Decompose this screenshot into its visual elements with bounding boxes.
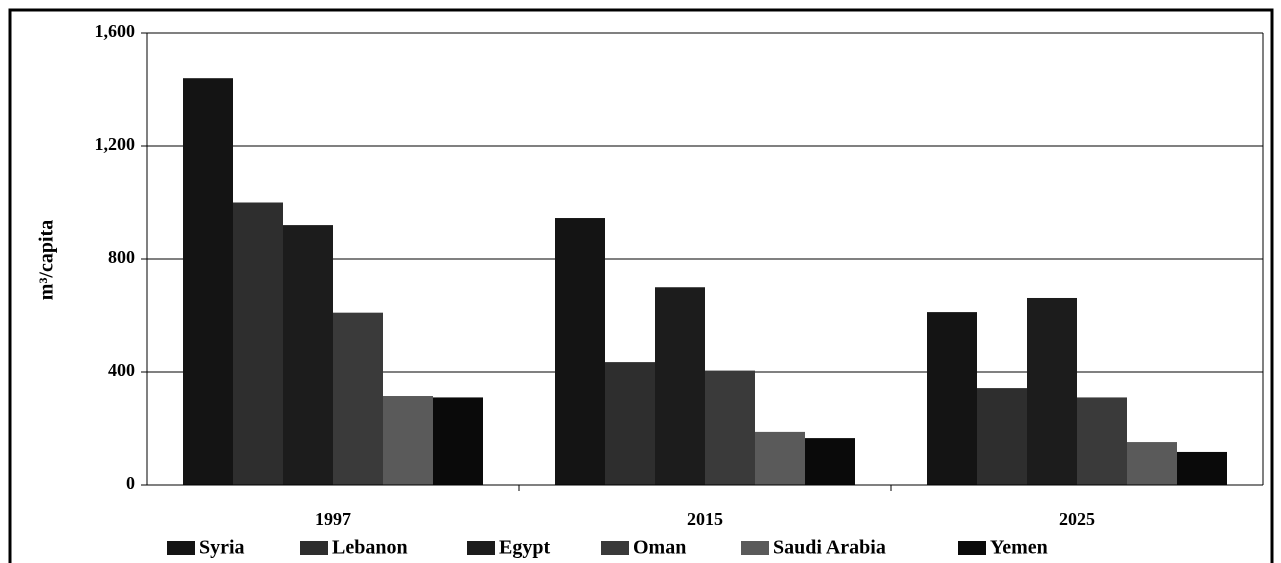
y-tick-label: 400: [108, 360, 135, 380]
x-tick-label: 1997: [315, 509, 351, 529]
bar: [805, 438, 855, 485]
chart: m³/capita 0 400 800 1,200 1,600 1997 2015 2025 S…: [0, 0, 1281, 563]
bar: [655, 287, 705, 485]
bar: [555, 218, 605, 485]
legend-label: Yemen: [990, 537, 1048, 559]
y-tick-label: 1,600: [95, 21, 136, 41]
page: {"chart_data": {"type": "bar", "y_label"…: [0, 0, 1281, 563]
x-tick-label: 2015: [687, 509, 723, 529]
legend-swatch: [467, 541, 495, 555]
bar: [433, 397, 483, 485]
legend-label: Syria: [199, 537, 245, 559]
y-tick-label: 0: [126, 473, 135, 493]
x-tick-label: 2025: [1059, 509, 1095, 529]
bar: [977, 388, 1027, 485]
bar: [333, 313, 383, 485]
y-tick-label: 800: [108, 247, 135, 267]
legend-swatch: [300, 541, 328, 555]
legend-label: Oman: [633, 537, 686, 559]
bar: [1027, 298, 1077, 485]
y-tick-label: 1,200: [95, 134, 136, 154]
legend-swatch: [741, 541, 769, 555]
bar: [755, 432, 805, 485]
bar: [283, 225, 333, 485]
bar: [233, 203, 283, 486]
bar: [605, 362, 655, 485]
legend-swatch: [601, 541, 629, 555]
bar: [383, 396, 433, 485]
bar: [927, 312, 977, 485]
legend-label: Egypt: [499, 537, 550, 559]
y-axis-label: m³/capita: [36, 220, 58, 300]
legend-swatch: [958, 541, 986, 555]
legend-label: Saudi Arabia: [773, 537, 886, 559]
bar: [1127, 442, 1177, 485]
legend-label: Lebanon: [332, 537, 408, 559]
bar: [705, 371, 755, 485]
legend-swatch: [167, 541, 195, 555]
bar: [183, 78, 233, 485]
bar: [1077, 397, 1127, 485]
bar: [1177, 452, 1227, 485]
